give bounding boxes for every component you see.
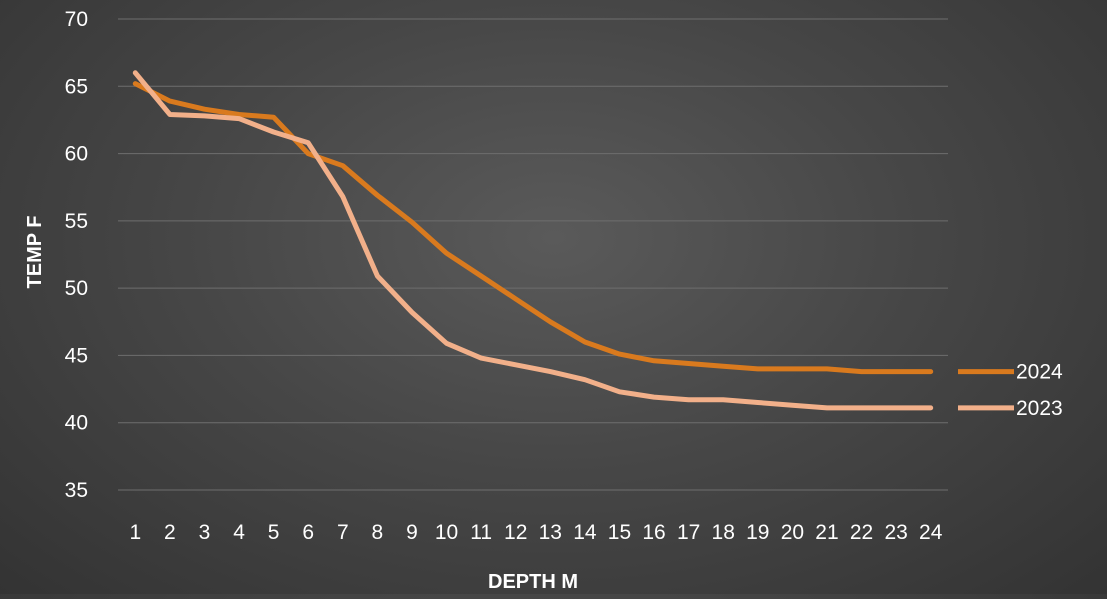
x-tick-label: 19	[746, 521, 769, 544]
y-tick-label: 35	[65, 479, 88, 502]
y-axis-ticks: 35 40 45 50 55 60 65 70	[65, 8, 88, 502]
x-axis-label: DEPTH M	[488, 571, 578, 593]
x-tick-label: 13	[539, 521, 562, 544]
x-tick-label: 4	[233, 521, 245, 544]
y-axis-label: TEMP F	[24, 216, 46, 289]
y-tick-label: 40	[65, 412, 88, 435]
x-tick-label: 15	[608, 521, 631, 544]
x-tick-label: 18	[712, 521, 735, 544]
x-tick-label: 20	[781, 521, 804, 544]
x-tick-label: 5	[268, 521, 280, 544]
y-tick-label: 60	[65, 143, 88, 166]
series-line-2023	[132, 70, 934, 411]
x-tick-label: 1	[129, 521, 141, 544]
x-tick-label: 3	[199, 521, 211, 544]
x-tick-label: 24	[919, 521, 943, 544]
series-lines	[132, 70, 934, 411]
y-tick-label: 50	[65, 277, 88, 300]
legend-label-2023: 2023	[1016, 397, 1063, 420]
y-tick-label: 70	[65, 8, 88, 31]
x-tick-label: 2	[164, 521, 176, 544]
x-tick-label: 12	[504, 521, 527, 544]
x-tick-label: 22	[850, 521, 873, 544]
x-tick-label: 7	[337, 521, 349, 544]
legend: 2024 2023	[958, 361, 1063, 420]
x-tick-label: 8	[372, 521, 384, 544]
x-tick-label: 6	[302, 521, 314, 544]
x-tick-label: 14	[573, 521, 597, 544]
y-tick-label: 55	[65, 210, 88, 233]
gridlines	[118, 18, 948, 491]
x-tick-label: 9	[406, 521, 418, 544]
x-tick-label: 11	[470, 521, 492, 544]
x-tick-label: 23	[884, 521, 907, 544]
x-axis-ticks: 1 2 3 4 5 6 7 8 9 10 11 12 13 14 15 16 17 18 19 20 21 22 23 24	[129, 521, 942, 544]
legend-label-2024: 2024	[1016, 361, 1063, 384]
x-tick-label: 17	[677, 521, 700, 544]
y-tick-label: 65	[65, 75, 88, 98]
x-tick-label: 10	[435, 521, 458, 544]
series-line-2024	[132, 81, 934, 375]
x-tick-label: 21	[815, 521, 838, 544]
y-tick-label: 45	[65, 344, 88, 367]
x-tick-label: 16	[642, 521, 665, 544]
